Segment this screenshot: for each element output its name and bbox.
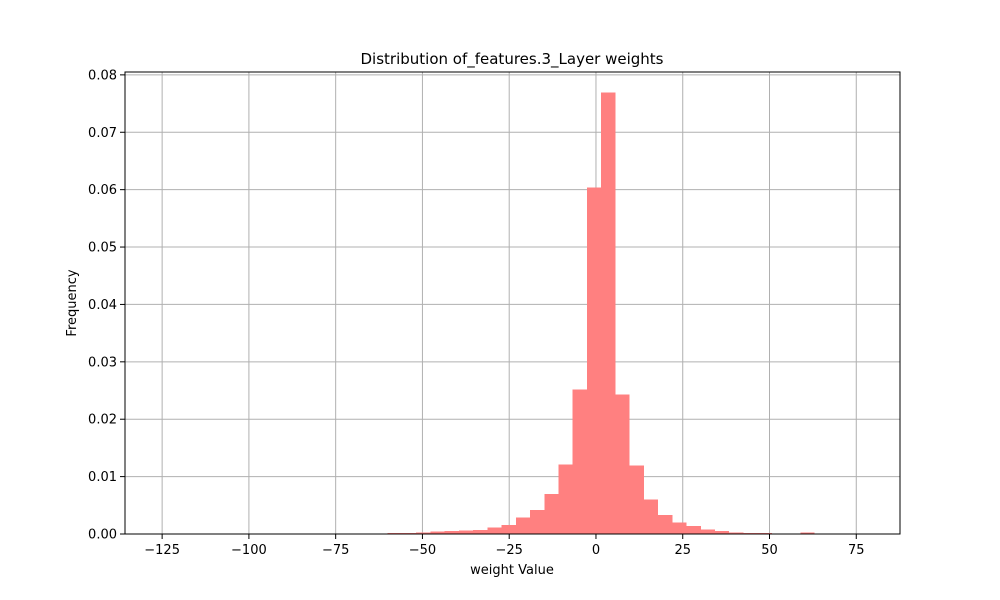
histogram-bar — [515, 517, 531, 534]
y-tick-label: 0.04 — [88, 298, 117, 313]
y-tick-label: 0.05 — [88, 241, 117, 256]
histogram-bars — [160, 92, 872, 535]
y-tick-label: 0.07 — [88, 126, 117, 141]
histogram-bar — [658, 515, 673, 534]
x-tick-label: −125 — [144, 543, 180, 558]
y-tick-label: 0.06 — [88, 183, 117, 198]
grid-lines — [125, 72, 900, 535]
y-tick-label: 0.08 — [88, 68, 117, 83]
histogram-bar — [586, 187, 602, 535]
histogram-bar — [487, 527, 502, 534]
y-tick-label: 0.02 — [88, 413, 117, 428]
plot-frame — [124, 71, 901, 535]
histogram-bar — [643, 499, 659, 534]
histogram-bar — [729, 532, 744, 534]
histogram-bar — [401, 532, 417, 534]
histogram-bar — [743, 532, 758, 534]
x-axis-ticks: −125 −100 −75 −50 −25 0 25 50 75 — [144, 534, 865, 558]
x-tick-label: −75 — [322, 543, 349, 558]
x-tick-label: −25 — [495, 543, 522, 558]
histogram-bar — [672, 522, 687, 534]
y-tick-label: 0.01 — [88, 470, 117, 485]
y-axis-ticks: 0.00 0.01 0.02 0.03 0.04 0.05 0.06 0.07 0.08 — [88, 68, 125, 543]
histogram-bar — [601, 92, 616, 535]
y-axis-label: Frequency — [65, 269, 80, 336]
histogram-bar — [501, 524, 516, 534]
x-tick-label: 25 — [674, 543, 691, 558]
x-tick-label: 50 — [761, 543, 778, 558]
y-tick-label: 0.03 — [88, 355, 117, 370]
histogram-bar — [686, 525, 701, 534]
histogram-bar — [458, 530, 474, 534]
histogram-bar — [629, 465, 644, 534]
histogram-bar — [715, 531, 730, 534]
histogram-bar — [615, 394, 630, 534]
histogram-bar — [544, 493, 559, 534]
chart-title: Distribution of_features.3_Layer weights — [361, 50, 664, 69]
histogram-bar — [800, 532, 815, 534]
histogram-bar — [558, 464, 573, 534]
x-tick-label: 0 — [592, 543, 600, 558]
x-tick-label: −50 — [409, 543, 436, 558]
x-tick-label: −100 — [231, 543, 267, 558]
y-tick-label: 0.00 — [88, 528, 117, 543]
histogram-bar — [473, 529, 488, 534]
histogram-bar — [700, 529, 716, 534]
x-axis-label: weight Value — [470, 563, 554, 578]
histogram-bar — [430, 531, 445, 534]
histogram-bar — [444, 530, 459, 534]
histogram-bar — [530, 509, 545, 534]
histogram-bar — [416, 532, 431, 534]
x-tick-label: 75 — [848, 543, 865, 558]
histogram-bar — [572, 389, 587, 534]
